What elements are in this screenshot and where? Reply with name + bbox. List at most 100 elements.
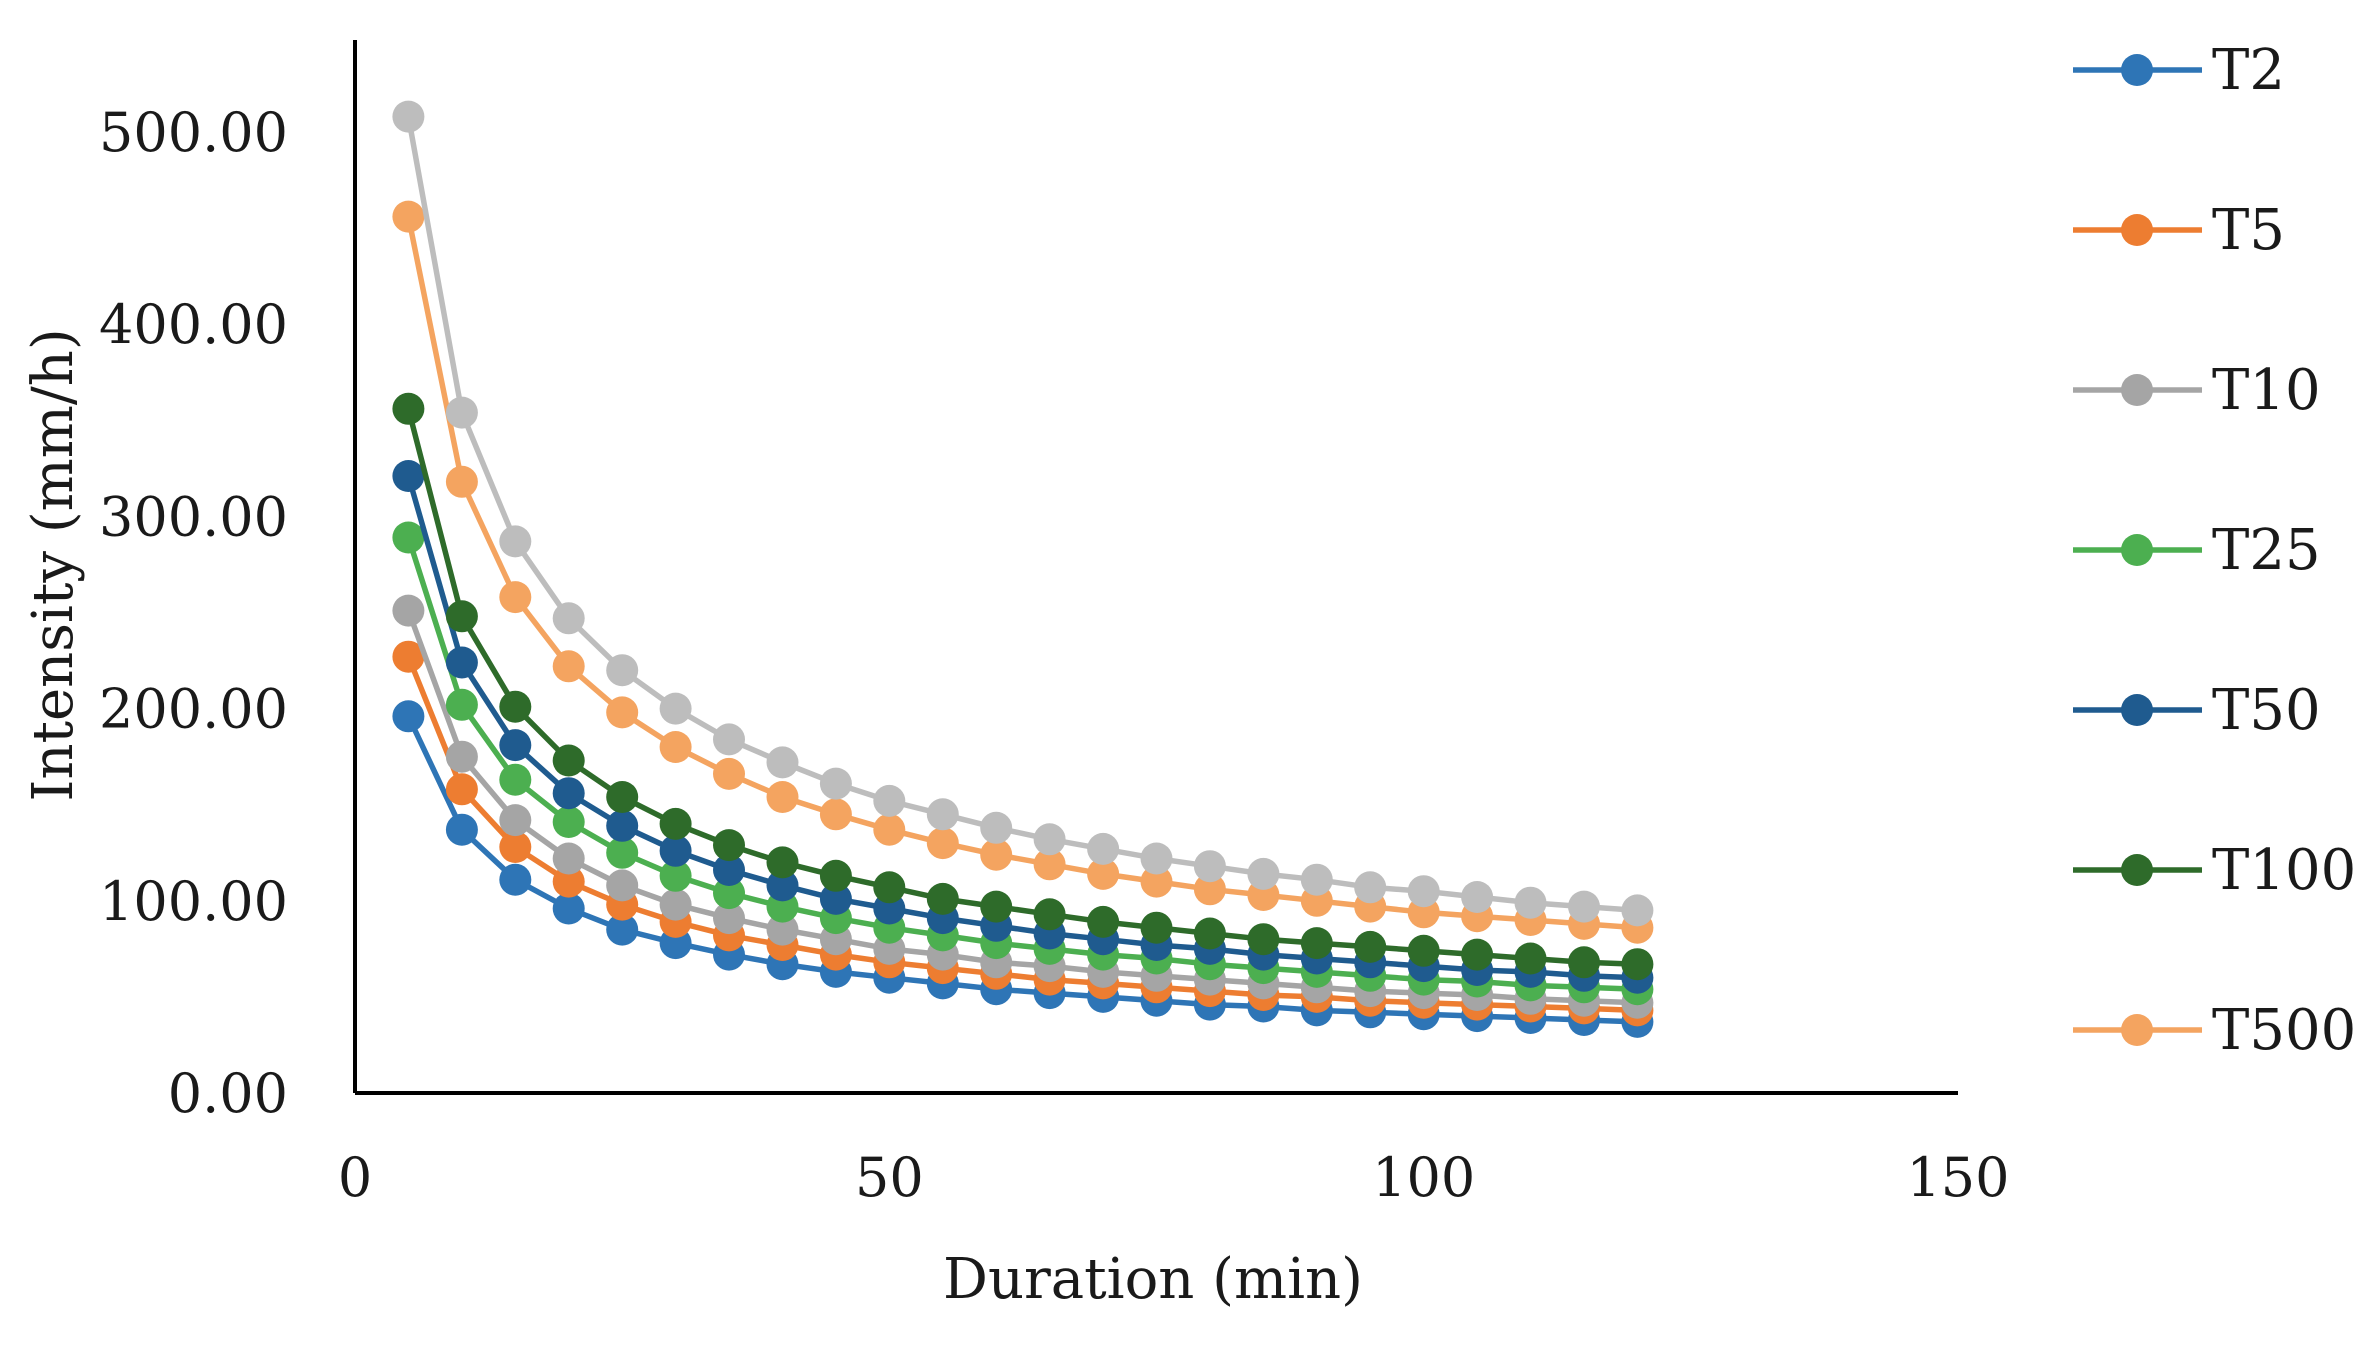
data-point [1247, 857, 1280, 890]
data-point [1300, 927, 1333, 960]
data-point [1514, 886, 1547, 919]
data-point [873, 813, 906, 846]
legend-label: T2 [2212, 38, 2285, 103]
data-point [392, 100, 425, 133]
legend-label: T100 [2212, 838, 2356, 903]
data-point [713, 854, 745, 886]
data-point [1140, 911, 1173, 944]
data-point [606, 836, 639, 869]
data-point [766, 746, 799, 779]
data-point [980, 890, 1013, 923]
data-point [552, 777, 585, 810]
data-point [659, 888, 692, 921]
series-t1000 [392, 100, 1654, 927]
data-point [1461, 938, 1494, 971]
legend-label: T5 [2212, 198, 2285, 263]
series-line-t500 [405, 213, 1641, 931]
data-point [1354, 871, 1387, 904]
data-point [1087, 905, 1120, 938]
legend-marker [2121, 854, 2153, 886]
data-point [445, 465, 478, 498]
data-point [606, 869, 639, 902]
data-point [980, 811, 1013, 844]
data-point [1407, 875, 1440, 908]
data-point [445, 813, 478, 846]
data-point [392, 460, 425, 492]
data-point [1354, 930, 1387, 963]
data-point [392, 392, 425, 425]
data-point [819, 767, 852, 800]
data-point [392, 521, 425, 554]
y-tick-label: 300.00 [99, 485, 288, 548]
data-point [1568, 946, 1600, 979]
legend-item-t100: T100 [2073, 838, 2356, 903]
legend: T2 T5 T10 T25 T50 T100 T500 [2073, 38, 2356, 1063]
data-point [659, 731, 692, 763]
legend-marker [2121, 534, 2153, 566]
data-point [606, 696, 639, 729]
x-axis-title: Duration (min) [943, 1247, 1363, 1312]
data-point [1140, 842, 1173, 875]
data-point [713, 902, 745, 935]
data-point [713, 723, 745, 756]
data-point [445, 600, 478, 633]
data-point [499, 525, 532, 558]
data-point [766, 846, 799, 879]
data-point [499, 863, 532, 896]
data-point [873, 784, 906, 817]
data-point [980, 838, 1013, 871]
legend-item-t50: T50 [2073, 678, 2321, 743]
legend-label: T50 [2212, 678, 2321, 743]
data-point [1461, 881, 1494, 913]
data-point [552, 806, 585, 838]
data-point [445, 396, 478, 429]
data-point [819, 882, 852, 915]
series-line-t50 [405, 473, 1641, 981]
data-point [1087, 832, 1120, 865]
data-point [392, 200, 425, 233]
legend-marker [2121, 1014, 2153, 1046]
y-tick-label: 400.00 [99, 293, 288, 356]
legend-item-t5: T5 [2073, 198, 2285, 263]
y-tick-label: 200.00 [99, 678, 288, 741]
data-point [659, 859, 692, 892]
data-point [659, 692, 692, 725]
y-tick-label: 0.00 [168, 1062, 288, 1125]
data-point [766, 869, 799, 902]
y-tick-label: 100.00 [99, 870, 288, 933]
data-point [552, 650, 585, 683]
data-point [659, 834, 692, 867]
data-point [819, 859, 852, 892]
data-point [606, 809, 639, 842]
legend-label: T500 [2212, 998, 2356, 1063]
data-point [445, 773, 478, 806]
data-point [392, 594, 425, 627]
data-point [713, 829, 745, 862]
legend-item-t2: T2 [2073, 38, 2285, 103]
data-point [926, 798, 959, 831]
y-tick-label: 500.00 [99, 101, 288, 164]
data-point [713, 757, 745, 790]
data-point [1300, 863, 1333, 896]
data-point [552, 744, 585, 777]
data-point [552, 842, 585, 875]
data-point [392, 700, 425, 733]
data-point [499, 831, 532, 863]
series-t100 [392, 392, 1654, 981]
data-point [1568, 890, 1600, 923]
data-point [1621, 948, 1654, 981]
series-layer [392, 100, 1654, 1038]
data-point [1033, 823, 1066, 856]
data-point [766, 913, 799, 946]
data-point [499, 581, 532, 614]
x-tick-label: 0 [338, 1146, 372, 1209]
series-line-t1000 [405, 113, 1641, 914]
data-point [1193, 873, 1226, 906]
x-tick-label: 100 [1372, 1146, 1475, 1209]
data-point [713, 877, 745, 910]
x-tick-label: 50 [855, 1146, 924, 1209]
data-point [926, 882, 959, 915]
data-point [1621, 894, 1654, 927]
